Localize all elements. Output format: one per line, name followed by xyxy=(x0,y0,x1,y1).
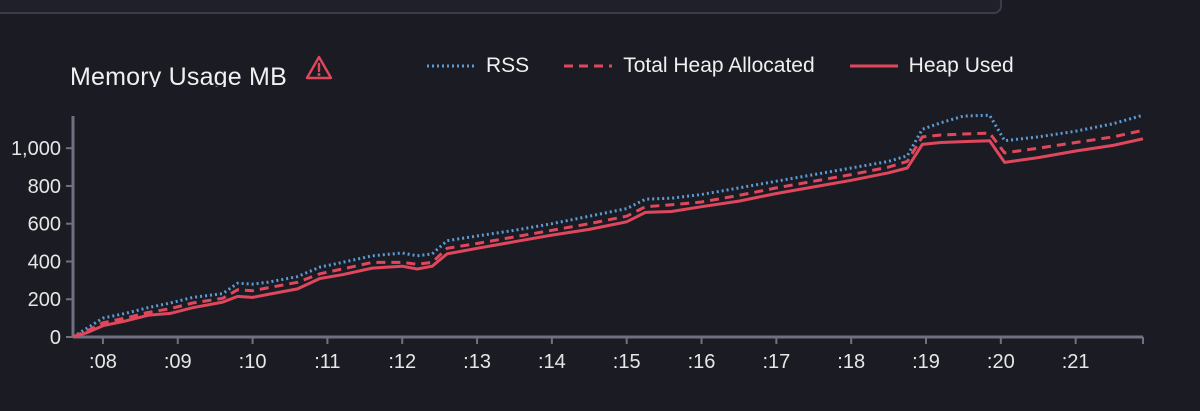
y-tick-label: 1,000 xyxy=(11,138,61,160)
legend-swatch-rss xyxy=(427,64,475,68)
y-tick-label: 800 xyxy=(28,176,61,198)
x-tick-label: :21 xyxy=(1062,351,1090,373)
chart-axes: 0 200 400 600 800 1,000 :08 :09 :10 :11 :12 :13 :14:… xyxy=(11,116,1144,373)
legend-swatch-total-heap xyxy=(564,64,613,68)
x-tick-label: :08 xyxy=(89,351,117,373)
series-heap-used-line xyxy=(72,137,1144,339)
chart-title: Memory Usage MB xyxy=(70,63,287,87)
chart-header: Memory Usage MB xyxy=(70,52,333,92)
series-rss-line xyxy=(72,113,1144,339)
x-tick-label: :18 xyxy=(837,351,865,373)
legend-label-rss: RSS xyxy=(486,54,530,77)
y-tick-label: 600 xyxy=(28,214,61,236)
legend-item-rss[interactable]: RSS xyxy=(426,54,529,78)
chart-lines xyxy=(72,113,1144,339)
legend-label-heap-used: Heap Used xyxy=(908,54,1014,77)
x-tick-label: :09 xyxy=(164,351,192,373)
legend-item-heap-used[interactable]: Heap Used xyxy=(849,54,1014,78)
x-tick-label: :17 xyxy=(762,351,790,373)
series-total-heap-line xyxy=(72,128,1144,339)
x-tick-label: :15 xyxy=(613,351,641,373)
chart-legend: RSS Total Heap Allocated Heap Used xyxy=(426,52,1048,80)
x-tick-label: :13 xyxy=(463,351,491,373)
legend-swatch-heap-used xyxy=(849,64,898,68)
legend-label-total-heap: Total Heap Allocated xyxy=(623,54,815,77)
y-tick-label: 0 xyxy=(50,327,61,349)
y-tick-label: 400 xyxy=(28,251,61,273)
x-tick-label: :16 xyxy=(688,351,716,373)
top-panel xyxy=(0,0,1002,14)
x-tick-label: :20 xyxy=(987,351,1015,373)
y-tick-label: 200 xyxy=(28,289,61,311)
legend-item-total-heap[interactable]: Total Heap Allocated xyxy=(563,54,815,78)
x-tick-label: :10 xyxy=(239,351,267,373)
warning-icon[interactable] xyxy=(305,54,333,82)
x-tick-label: :12 xyxy=(388,351,416,373)
x-tick-label: :19 xyxy=(912,351,940,373)
x-tick-label: :14 xyxy=(538,351,566,373)
x-tick-label: :11 xyxy=(314,351,340,373)
